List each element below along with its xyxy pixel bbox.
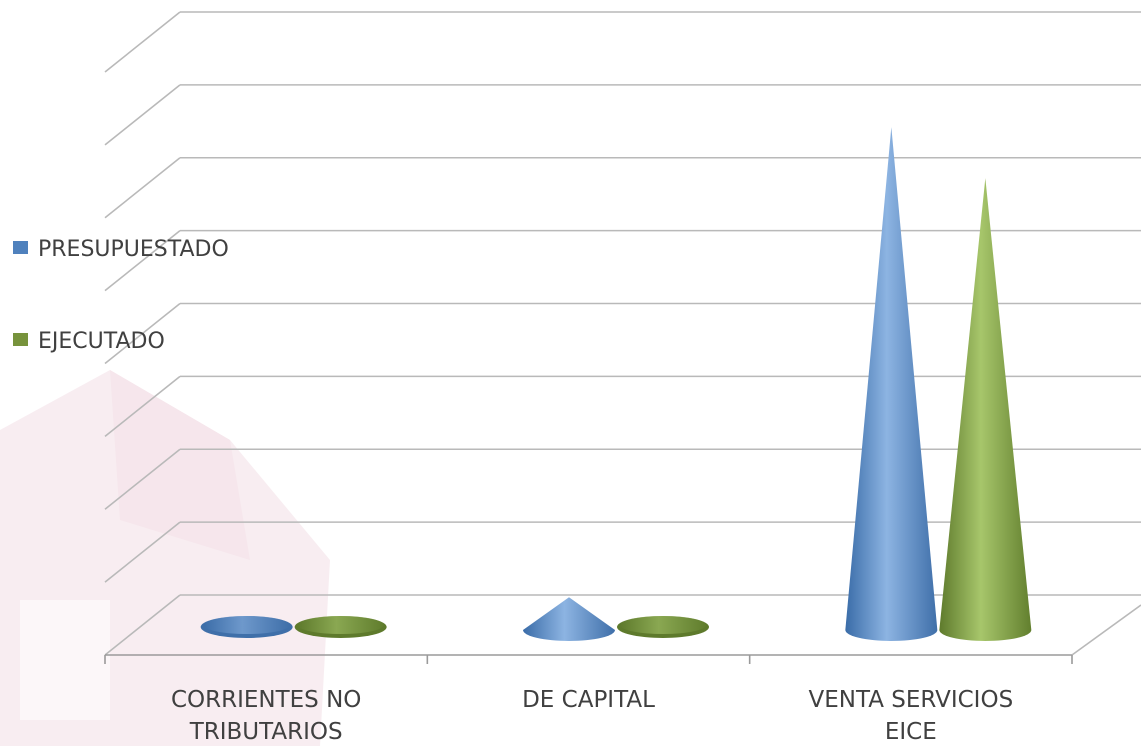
side-gridline-7 <box>104 84 181 146</box>
cone-top-0-0 <box>203 616 290 634</box>
legend-label-1: EJECUTADO <box>38 329 165 354</box>
cone-1-2 <box>939 178 1032 642</box>
cone-body-0-1 <box>523 597 615 641</box>
side-gridline-2 <box>104 448 181 510</box>
side-gridline-8 <box>104 11 181 73</box>
side-gridline-4 <box>104 302 181 365</box>
category-label-1: DE CAPITAL <box>522 687 655 713</box>
cone-body-0-2 <box>845 127 938 642</box>
side-gridline-0 <box>104 594 181 656</box>
cone-0-2 <box>845 127 938 642</box>
cone-0-1 <box>523 597 615 641</box>
cone-body-1-2 <box>939 178 1032 642</box>
category-labels: CORRIENTES NO TRIBUTARIOS DE CAPITAL VENTA … <box>171 687 1013 745</box>
legend-swatch-0 <box>13 241 28 254</box>
floor-right-edge <box>1071 604 1141 656</box>
cone-top-1-1 <box>620 616 706 634</box>
cones-group <box>200 127 1032 642</box>
background-decoration <box>0 370 330 746</box>
side-gridline-5 <box>104 230 181 292</box>
legend-label-0: PRESUPUESTADO <box>38 237 229 262</box>
legend-swatch-1 <box>13 333 28 346</box>
category-label-0: CORRIENTES NO TRIBUTARIOS <box>171 687 361 745</box>
side-gridline-3 <box>104 375 181 437</box>
side-gridline-1 <box>104 521 181 583</box>
cone-1-1 <box>617 616 709 638</box>
cone-top-1-0 <box>297 616 384 634</box>
side-gridline-6 <box>104 157 181 219</box>
cone-0-0 <box>200 616 293 638</box>
legend: PRESUPUESTADO EJECUTADO <box>13 237 229 354</box>
category-label-2: VENTA SERVICIOS EICE <box>808 687 1013 745</box>
cone-1-0 <box>294 616 387 638</box>
